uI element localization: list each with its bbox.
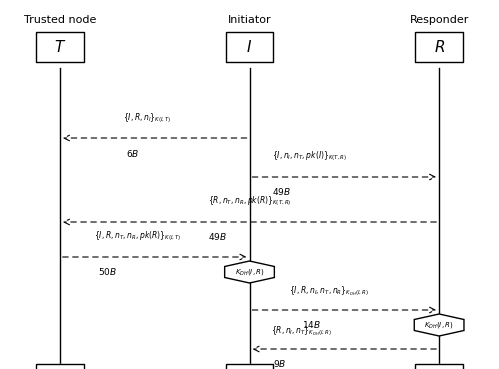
Text: Responder: Responder <box>410 15 469 25</box>
Text: $\{I, R, n_I\}_{K(I,T)}$: $\{I, R, n_I\}_{K(I,T)}$ <box>123 111 172 125</box>
Text: $6B$: $6B$ <box>126 148 139 159</box>
Text: $\{R, n_T, n_R, pk(R)\}_{K(T,R)}$: $\{R, n_T, n_R, pk(R)\}_{K(T,R)}$ <box>208 194 291 208</box>
Text: $K_{DH}(I,R)$: $K_{DH}(I,R)$ <box>424 320 454 330</box>
Text: $K_{DH}(I,R)$: $K_{DH}(I,R)$ <box>235 267 264 277</box>
Text: $49B$: $49B$ <box>272 186 291 197</box>
Text: $\mathit{I}$: $\mathit{I}$ <box>247 39 252 55</box>
Text: $49B$: $49B$ <box>208 231 227 242</box>
Text: $\{I, R, n_T, n_R, pk(R)\}_{K(I,T)}$: $\{I, R, n_T, n_R, pk(R)\}_{K(I,T)}$ <box>93 229 181 243</box>
Text: $9B$: $9B$ <box>273 358 286 369</box>
Text: $14B$: $14B$ <box>302 319 321 330</box>
Text: $50B$: $50B$ <box>98 266 117 277</box>
Polygon shape <box>225 261 274 283</box>
Text: $\mathit{R}$: $\mathit{R}$ <box>434 39 445 55</box>
Text: $\{R, n_I, n_T\}_{K_{DH}(I,R)}$: $\{R, n_I, n_T\}_{K_{DH}(I,R)}$ <box>271 324 332 338</box>
Text: $\mathit{T}$: $\mathit{T}$ <box>54 39 66 55</box>
Text: Initiator: Initiator <box>228 15 271 25</box>
Text: $\{I, R, n_I, n_T, n_R\}_{K_{DH}(I,R)}$: $\{I, R, n_I, n_T, n_R\}_{K_{DH}(I,R)}$ <box>289 284 369 298</box>
Text: $\{I, n_I, n_T, pk(I)\}_{K(T,R)}$: $\{I, n_I, n_T, pk(I)\}_{K(T,R)}$ <box>272 149 347 163</box>
Text: Trusted node: Trusted node <box>23 15 96 25</box>
Polygon shape <box>414 314 464 336</box>
